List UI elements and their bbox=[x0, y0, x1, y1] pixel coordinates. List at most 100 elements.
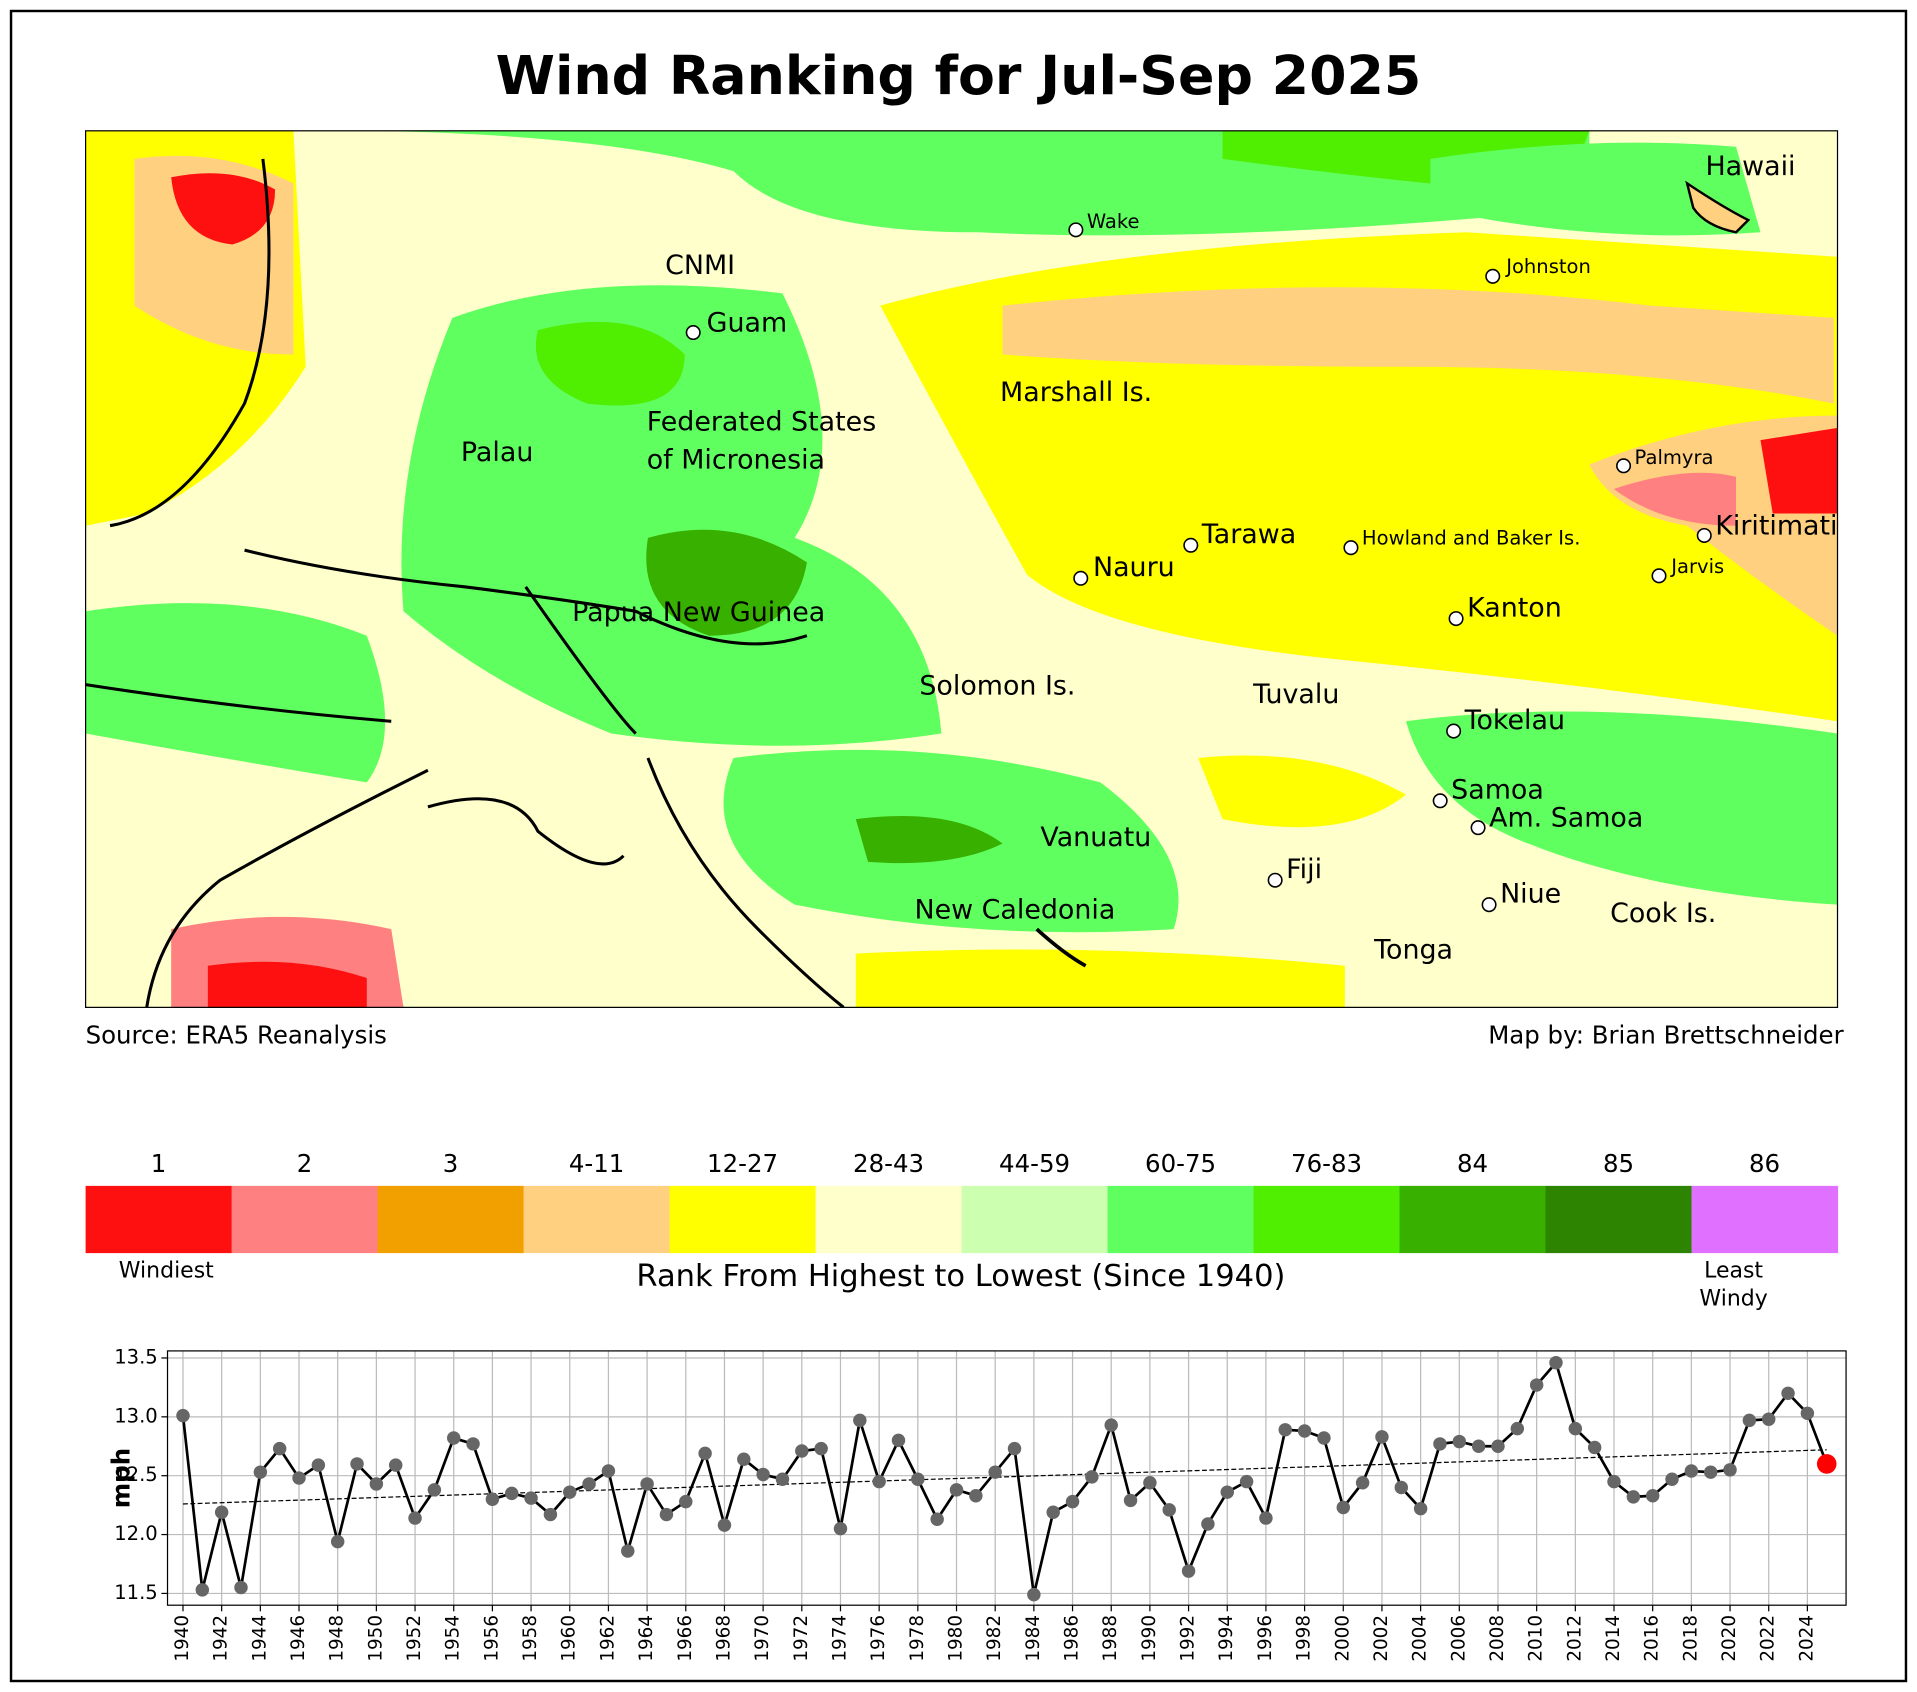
x-tick-label: 1968 bbox=[713, 1615, 734, 1662]
data-point bbox=[833, 1521, 848, 1536]
region bbox=[855, 949, 1345, 1008]
data-point bbox=[1085, 1470, 1099, 1484]
region bbox=[401, 285, 942, 746]
data-point bbox=[1123, 1493, 1138, 1508]
region bbox=[85, 603, 386, 783]
y-tick-label: 13.5 bbox=[114, 1345, 158, 1368]
data-point bbox=[1471, 1439, 1486, 1453]
x-tick-label: 1996 bbox=[1255, 1615, 1276, 1662]
place-label: Nauru bbox=[1093, 552, 1175, 583]
place-marker bbox=[1448, 611, 1464, 627]
x-tick-label: 1966 bbox=[675, 1615, 696, 1662]
data-point bbox=[1239, 1474, 1254, 1489]
x-tick-label: 1990 bbox=[1139, 1615, 1160, 1662]
place-label: CNMI bbox=[665, 250, 735, 281]
data-point bbox=[679, 1494, 693, 1509]
colorbar-label: 44-59 bbox=[999, 1149, 1070, 1178]
x-tick-label: 1982 bbox=[984, 1615, 1005, 1662]
y-tick-label: 12.5 bbox=[114, 1463, 158, 1486]
x-tick-label: 1988 bbox=[1100, 1615, 1121, 1662]
data-point bbox=[988, 1465, 1002, 1479]
data-point bbox=[930, 1512, 944, 1526]
data-point bbox=[1510, 1421, 1525, 1436]
colorbar-title: Rank From Highest to Lowest (Since 1940) bbox=[636, 1259, 1285, 1294]
map-frame bbox=[84, 130, 1839, 1008]
region bbox=[855, 816, 1003, 864]
data-point bbox=[1587, 1440, 1602, 1455]
place-marker bbox=[1696, 527, 1712, 543]
place-marker bbox=[1343, 540, 1359, 556]
colorbar-swatch bbox=[1107, 1185, 1255, 1254]
x-tick-label: 1964 bbox=[636, 1615, 657, 1662]
colorbar-label: 85 bbox=[1603, 1149, 1634, 1178]
colorbar-swatch bbox=[1545, 1185, 1693, 1254]
data-point bbox=[505, 1486, 519, 1501]
data-point bbox=[195, 1583, 210, 1597]
data-point bbox=[1781, 1386, 1795, 1401]
data-point bbox=[756, 1467, 770, 1482]
data-point bbox=[466, 1437, 480, 1451]
place-marker bbox=[1068, 222, 1084, 238]
data-point bbox=[640, 1477, 654, 1491]
data-point bbox=[1027, 1587, 1041, 1602]
data-point bbox=[814, 1441, 828, 1456]
x-tick-label: 2006 bbox=[1448, 1615, 1469, 1662]
x-tick-label: 2012 bbox=[1564, 1615, 1585, 1662]
place-label: Fiji bbox=[1286, 854, 1322, 885]
x-tick-label: 1970 bbox=[752, 1615, 773, 1662]
region bbox=[1760, 427, 1838, 514]
data-point bbox=[1413, 1501, 1428, 1516]
place-label: Federated States bbox=[647, 407, 876, 438]
coastline bbox=[85, 158, 845, 1008]
place-marker bbox=[1183, 537, 1199, 553]
region bbox=[1405, 711, 1838, 905]
data-point bbox=[563, 1485, 577, 1499]
place-label: Kanton bbox=[1467, 592, 1562, 623]
data-point bbox=[369, 1477, 384, 1491]
data-point bbox=[1143, 1476, 1157, 1490]
place-label: Tarawa bbox=[1201, 519, 1296, 550]
colorbar-label: 2 bbox=[297, 1149, 313, 1178]
data-point bbox=[1665, 1472, 1679, 1486]
data-point bbox=[717, 1518, 732, 1532]
data-point bbox=[524, 1491, 538, 1505]
colorbar-label: 1 bbox=[151, 1149, 167, 1178]
colorbar-label: 12-27 bbox=[707, 1149, 778, 1178]
x-tick-label: 1972 bbox=[791, 1615, 812, 1662]
data-point bbox=[1549, 1355, 1563, 1370]
place-marker bbox=[1470, 820, 1486, 836]
data-point bbox=[891, 1433, 906, 1448]
data-point bbox=[1684, 1464, 1699, 1478]
data-point bbox=[949, 1483, 964, 1497]
data-point bbox=[1355, 1476, 1370, 1490]
data-point bbox=[1529, 1378, 1544, 1392]
data-point bbox=[911, 1472, 925, 1486]
data-point bbox=[872, 1474, 886, 1489]
colorbar-label: 86 bbox=[1749, 1149, 1780, 1178]
data-point bbox=[659, 1507, 674, 1522]
x-tick-label: 1958 bbox=[520, 1615, 541, 1662]
data-point bbox=[698, 1446, 712, 1461]
title: Wind Ranking for Jul-Sep 2025 bbox=[496, 44, 1422, 107]
data-point bbox=[1375, 1430, 1389, 1444]
region bbox=[535, 321, 685, 406]
data-point bbox=[292, 1471, 306, 1485]
data-point bbox=[969, 1488, 983, 1503]
colorbar-low-label: Windiest bbox=[119, 1258, 214, 1283]
colorbar-high-label: Least bbox=[1704, 1258, 1763, 1283]
x-tick-label: 1946 bbox=[288, 1615, 309, 1662]
data-point bbox=[1162, 1503, 1176, 1517]
x-tick-label: 1974 bbox=[829, 1615, 850, 1662]
x-tick-label: 1992 bbox=[1178, 1615, 1199, 1662]
y-tick-label: 12.0 bbox=[114, 1522, 158, 1545]
place-label: New Caledonia bbox=[914, 894, 1115, 925]
data-point bbox=[1336, 1500, 1350, 1515]
region bbox=[207, 961, 367, 1008]
data-point bbox=[1742, 1413, 1757, 1428]
x-tick-label: 2022 bbox=[1758, 1615, 1779, 1662]
x-tick-label: 1942 bbox=[211, 1615, 232, 1662]
x-tick-label: 1978 bbox=[907, 1615, 928, 1662]
colorbar-swatch bbox=[231, 1185, 379, 1254]
map bbox=[85, 130, 1838, 1008]
